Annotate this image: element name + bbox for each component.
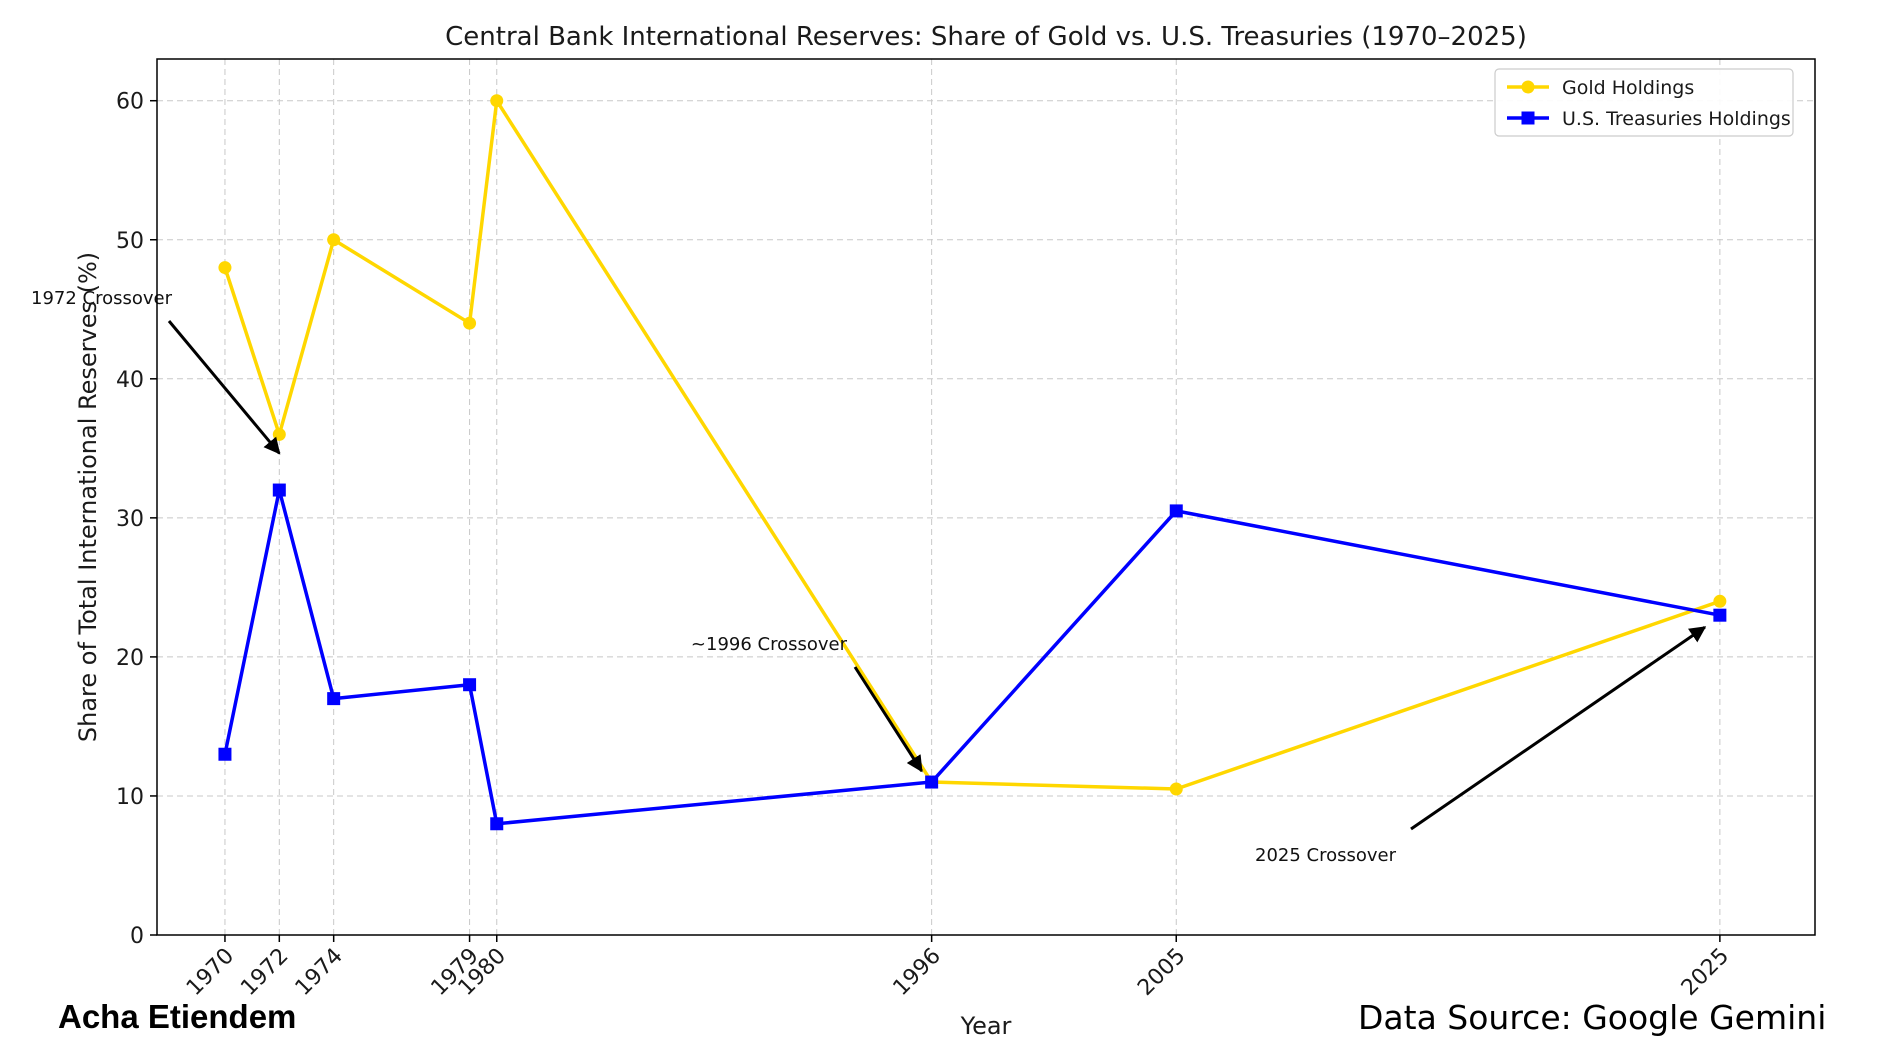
data-point-gold-holdings xyxy=(272,427,286,441)
data-point-u-s-treasuries-holdings xyxy=(218,747,232,761)
y-tick-label: 10 xyxy=(116,785,144,810)
x-tick-label: 1972 xyxy=(236,944,293,1001)
legend: Gold Holdings U.S. Treasuries Holdings xyxy=(1494,68,1794,137)
legend-label: Gold Holdings xyxy=(1562,77,1694,99)
annotation-arrow xyxy=(853,666,923,773)
annotation-label: ~1996 Crossover xyxy=(691,634,848,655)
data-point-u-s-treasuries-holdings xyxy=(1713,608,1727,622)
data-point-gold-holdings xyxy=(327,233,341,247)
y-tick-label: 40 xyxy=(116,368,144,393)
data-point-u-s-treasuries-holdings xyxy=(925,775,939,789)
data-point-u-s-treasuries-holdings xyxy=(490,817,504,831)
annotation-label: 2025 Crossover xyxy=(1255,845,1397,866)
legend-marker xyxy=(1521,111,1535,125)
grid-lines xyxy=(157,59,1815,936)
x-tick-label: 1996 xyxy=(889,944,946,1001)
series-line-gold-holdings xyxy=(223,98,1721,791)
y-tick-label: 30 xyxy=(116,507,144,532)
data-point-u-s-treasuries-holdings xyxy=(272,483,286,497)
x-tick-label: 1970 xyxy=(182,944,239,1001)
plot-area-frame xyxy=(156,58,1816,936)
x-tick-label: 2025 xyxy=(1677,944,1734,1001)
y-axis-label: Share of Total International Reserves (%… xyxy=(74,252,102,742)
x-axis-label: Year xyxy=(960,1012,1012,1040)
data-point-gold-holdings xyxy=(1169,782,1183,796)
annotation-arrow xyxy=(1410,625,1707,831)
y-tick-label: 60 xyxy=(116,90,144,115)
data-point-gold-holdings xyxy=(1713,594,1727,608)
series-line-u-s-treasuries-holdings xyxy=(223,488,1721,826)
annotation-arrow xyxy=(167,320,281,455)
legend-label: U.S. Treasuries Holdings xyxy=(1562,108,1791,130)
author-credit: Acha Etiendem xyxy=(58,998,297,1035)
data-source-note: Data Source: Google Gemini xyxy=(1358,998,1827,1037)
data-point-u-s-treasuries-holdings xyxy=(1169,504,1183,518)
legend-entry: U.S. Treasuries Holdings xyxy=(1507,108,1791,130)
data-point-u-s-treasuries-holdings xyxy=(327,692,341,706)
y-tick-label: 50 xyxy=(116,229,144,254)
y-tick-label: 20 xyxy=(116,646,144,671)
data-point-gold-holdings xyxy=(218,261,232,275)
annotations: 1972 Crossover ~1996 Crossover 2025 Crosso… xyxy=(31,288,1707,866)
data-point-u-s-treasuries-holdings xyxy=(463,678,477,692)
legend-marker xyxy=(1521,80,1535,94)
y-tick-label: 0 xyxy=(130,924,144,949)
chart-title: Central Bank International Reserves: Sha… xyxy=(445,22,1527,52)
legend-box xyxy=(1494,68,1794,137)
x-tick-label: 2005 xyxy=(1133,944,1190,1001)
data-point-gold-holdings xyxy=(463,316,477,330)
data-point-gold-holdings xyxy=(490,94,504,108)
x-tick-label: 1974 xyxy=(291,944,348,1001)
plot-series xyxy=(218,94,1727,831)
annotation-label: 1972 Crossover xyxy=(31,288,173,309)
legend-entry: Gold Holdings xyxy=(1507,77,1694,99)
